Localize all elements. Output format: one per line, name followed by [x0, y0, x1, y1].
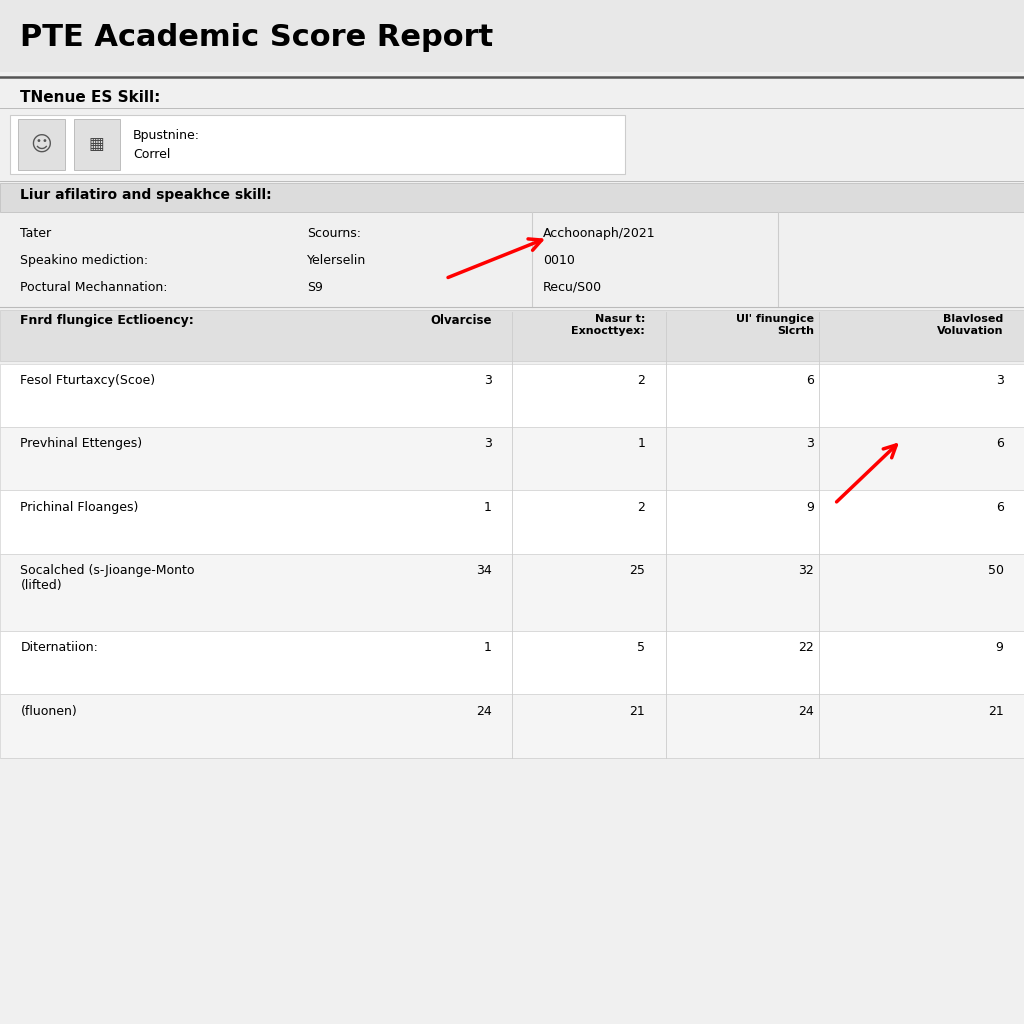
Text: 22: 22 — [799, 641, 814, 654]
Text: 9: 9 — [995, 641, 1004, 654]
FancyBboxPatch shape — [0, 554, 1024, 631]
Text: Acchoonaph/2021: Acchoonaph/2021 — [543, 227, 655, 241]
Text: 24: 24 — [476, 705, 492, 718]
FancyBboxPatch shape — [0, 631, 1024, 694]
Text: 2: 2 — [637, 501, 645, 514]
Text: Correl: Correl — [133, 148, 170, 162]
Text: Recu/S00: Recu/S00 — [543, 281, 602, 294]
Text: 6: 6 — [806, 374, 814, 387]
Text: Blavlosed
Voluvation: Blavlosed Voluvation — [937, 314, 1004, 336]
Text: 21: 21 — [630, 705, 645, 718]
Text: PTE Academic Score Report: PTE Academic Score Report — [20, 23, 494, 51]
Text: Bpustnine:: Bpustnine: — [133, 129, 200, 142]
Text: Speakino mediction:: Speakino mediction: — [20, 254, 148, 267]
Text: Fesol Fturtaxcy(Scoe): Fesol Fturtaxcy(Scoe) — [20, 374, 156, 387]
FancyBboxPatch shape — [10, 115, 625, 174]
Text: 1: 1 — [483, 641, 492, 654]
Text: ☺: ☺ — [31, 134, 52, 155]
Text: (fluonen): (fluonen) — [20, 705, 77, 718]
Text: 24: 24 — [799, 705, 814, 718]
Text: 2: 2 — [637, 374, 645, 387]
Text: 0010: 0010 — [543, 254, 574, 267]
Text: 3: 3 — [483, 374, 492, 387]
Text: Ul' finungice
Slcrth: Ul' finungice Slcrth — [736, 314, 814, 336]
Text: 50: 50 — [987, 564, 1004, 578]
Text: 1: 1 — [637, 437, 645, 451]
Text: Nasur t:
Exnocttyex:: Nasur t: Exnocttyex: — [571, 314, 645, 336]
FancyBboxPatch shape — [0, 427, 1024, 490]
FancyBboxPatch shape — [0, 490, 1024, 554]
Text: Socalched (s-Jioange-Monto
(lifted): Socalched (s-Jioange-Monto (lifted) — [20, 564, 195, 592]
Text: Prevhinal Ettenges): Prevhinal Ettenges) — [20, 437, 142, 451]
FancyBboxPatch shape — [0, 183, 1024, 212]
Text: Yelerselin: Yelerselin — [307, 254, 367, 267]
Text: 32: 32 — [799, 564, 814, 578]
Text: 3: 3 — [806, 437, 814, 451]
Text: 21: 21 — [988, 705, 1004, 718]
Text: TNenue ES Skill:: TNenue ES Skill: — [20, 90, 161, 105]
FancyBboxPatch shape — [18, 119, 65, 170]
Text: 1: 1 — [483, 501, 492, 514]
Text: Diternatiion:: Diternatiion: — [20, 641, 98, 654]
Text: Liur afilatiro and speakhce skill:: Liur afilatiro and speakhce skill: — [20, 188, 272, 203]
Text: Poctural Mechannation:: Poctural Mechannation: — [20, 281, 168, 294]
Text: 3: 3 — [483, 437, 492, 451]
FancyBboxPatch shape — [0, 310, 1024, 361]
Text: Scourns:: Scourns: — [307, 227, 361, 241]
FancyBboxPatch shape — [0, 694, 1024, 758]
FancyBboxPatch shape — [0, 0, 1024, 72]
Text: Prichinal Floanges): Prichinal Floanges) — [20, 501, 139, 514]
Text: Olvarcise: Olvarcise — [430, 314, 492, 328]
Text: 9: 9 — [806, 501, 814, 514]
FancyBboxPatch shape — [0, 364, 1024, 427]
Text: 5: 5 — [637, 641, 645, 654]
FancyBboxPatch shape — [74, 119, 120, 170]
Text: ▦: ▦ — [89, 135, 104, 154]
Text: Fnrd flungice Ectlioency:: Fnrd flungice Ectlioency: — [20, 314, 195, 328]
Text: 25: 25 — [629, 564, 645, 578]
Text: Tater: Tater — [20, 227, 51, 241]
FancyBboxPatch shape — [0, 758, 1024, 1024]
Text: 6: 6 — [995, 437, 1004, 451]
Text: 34: 34 — [476, 564, 492, 578]
Text: 6: 6 — [995, 501, 1004, 514]
Text: S9: S9 — [307, 281, 324, 294]
Text: 3: 3 — [995, 374, 1004, 387]
